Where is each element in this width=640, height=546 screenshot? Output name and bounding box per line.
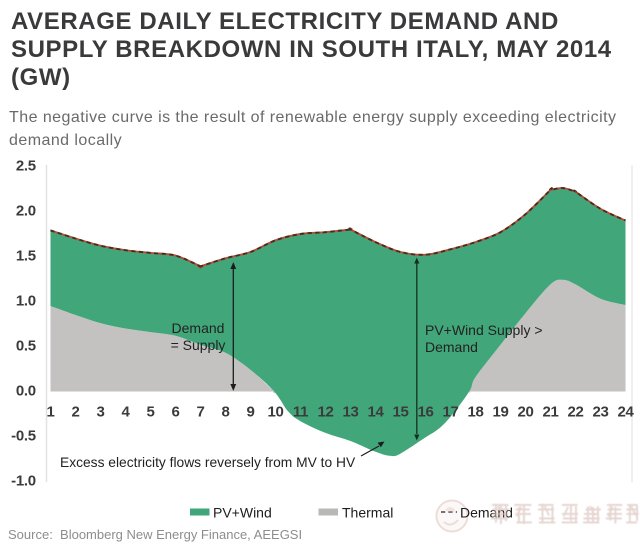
svg-text:4: 4: [121, 404, 130, 421]
svg-text:2.5: 2.5: [16, 157, 36, 174]
svg-text:PV+Wind: PV+Wind: [213, 505, 272, 521]
svg-text:19: 19: [492, 404, 508, 421]
svg-text:5: 5: [146, 404, 154, 421]
svg-text:-1.0: -1.0: [11, 472, 36, 489]
svg-text:12: 12: [317, 404, 333, 421]
svg-text:6: 6: [171, 404, 179, 421]
svg-text:1: 1: [46, 404, 54, 421]
svg-text:3: 3: [96, 404, 104, 421]
svg-text:Demand: Demand: [425, 339, 478, 355]
svg-text:= Supply: = Supply: [171, 337, 226, 353]
svg-text:20: 20: [517, 404, 533, 421]
svg-text:1.0: 1.0: [16, 292, 36, 309]
svg-text:8: 8: [221, 404, 229, 421]
svg-text:23: 23: [592, 404, 608, 421]
svg-text:9: 9: [246, 404, 254, 421]
svg-text:22: 22: [567, 404, 583, 421]
svg-text:11: 11: [293, 404, 308, 421]
svg-text:14: 14: [367, 404, 384, 421]
svg-text:Excess electricity flows rever: Excess electricity flows reversely from …: [60, 455, 356, 470]
svg-text:13: 13: [342, 404, 358, 421]
svg-text:17: 17: [442, 404, 458, 421]
svg-text:7: 7: [196, 404, 204, 421]
svg-text:0.0: 0.0: [16, 382, 36, 399]
svg-text:Demand: Demand: [172, 320, 225, 336]
svg-text:10: 10: [267, 404, 283, 421]
svg-text:15: 15: [392, 404, 408, 421]
svg-text:-0.5: -0.5: [11, 427, 36, 444]
svg-text:21: 21: [542, 404, 558, 421]
svg-text:2.0: 2.0: [16, 202, 36, 219]
svg-text:24: 24: [617, 404, 634, 421]
svg-text:0.5: 0.5: [16, 337, 36, 354]
svg-text:1.5: 1.5: [16, 247, 36, 264]
svg-text:16: 16: [417, 404, 433, 421]
svg-text:18: 18: [467, 404, 483, 421]
svg-text:2: 2: [71, 404, 79, 421]
svg-text:PV+Wind Supply >: PV+Wind Supply >: [425, 322, 543, 338]
svg-text:Thermal: Thermal: [342, 505, 393, 521]
